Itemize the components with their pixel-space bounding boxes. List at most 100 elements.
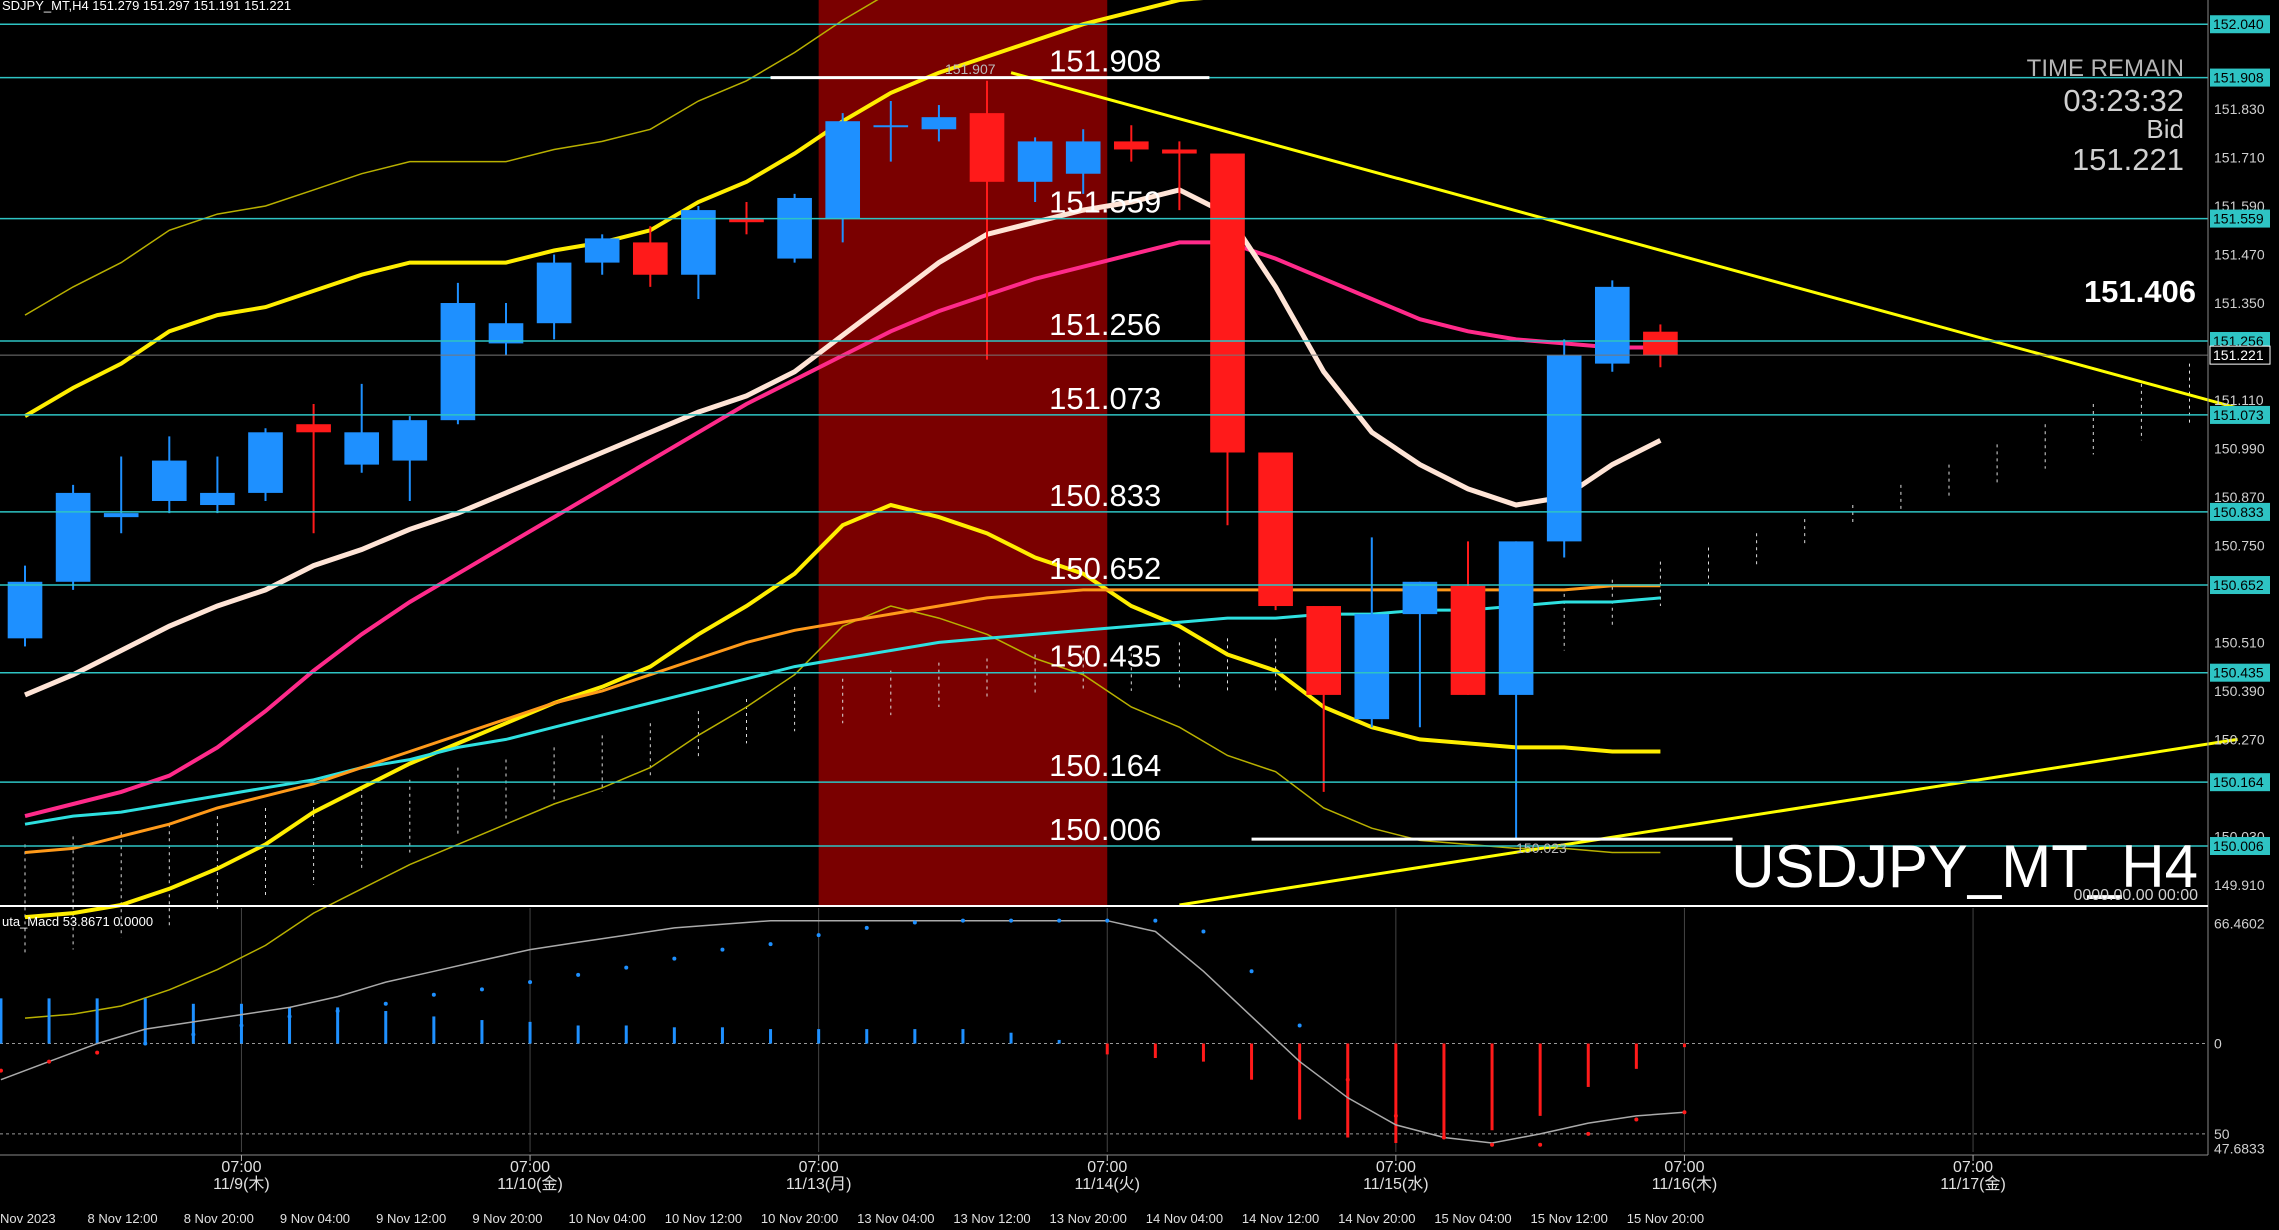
price-tag-bg-8: [2210, 331, 2270, 350]
macd-signal-dot-1: [47, 1059, 52, 1064]
price-tag-bg-16: [2210, 576, 2270, 595]
date-label-0: 11/9(木): [213, 1175, 270, 1193]
candle-body-26: [1258, 452, 1293, 607]
macd-signal-dot-9: [431, 992, 436, 997]
macd-signal-dot-5: [239, 1023, 244, 1028]
macd-signal-dot-13: [624, 965, 629, 970]
macd-signal-dot-31: [1490, 1142, 1495, 1147]
macd-signal-dot-16: [768, 942, 773, 947]
price-tag-16: 150.652: [2213, 577, 2264, 593]
level-label-5: 150.833: [1049, 478, 1161, 513]
current-price-bg: [2209, 345, 2271, 365]
macd-signal-dot-20: [960, 918, 965, 923]
price-tick-24: 149.910: [2214, 877, 2265, 893]
level-label-1: 151.908: [1049, 44, 1161, 79]
price-tick-7: 151.350: [2214, 295, 2265, 311]
session-label-9: 13 Nov 04:00: [857, 1211, 934, 1226]
price-tag-bg-18: [2210, 663, 2270, 682]
time-label-1: 07:00: [510, 1159, 550, 1176]
symbol-header: SDJPY_MT,H4 151.279 151.297 151.191 151.…: [2, 0, 291, 13]
level-label-9: 150.006: [1049, 812, 1161, 847]
candle-body-13: [632, 242, 668, 275]
date-label-5: 11/16(木): [1652, 1175, 1718, 1193]
candle-body-0: [7, 581, 43, 639]
horizontal-levels: 151.908 151.559 151.256 151.073 150.833 150.6…: [0, 23, 2208, 856]
date-label-4: 11/15(水): [1363, 1175, 1429, 1193]
macd-tick_bottom: 47.6833: [2214, 1140, 2265, 1156]
session-label-15: 15 Nov 04:00: [1434, 1211, 1511, 1226]
bollinger-outer-upper: [24, 0, 879, 316]
macd-signal-dot-7: [335, 1009, 340, 1014]
extreme-marker-1: 150.023: [1516, 840, 1567, 856]
price-tag-bg-1: [2210, 68, 2270, 87]
candle-body-6: [296, 424, 331, 433]
level-label-4: 151.073: [1049, 381, 1161, 416]
candle-body-4: [200, 492, 235, 506]
candle-body-28: [1354, 614, 1390, 720]
candle-body-2: [103, 513, 139, 518]
session-label-10: 13 Nov 12:00: [953, 1211, 1030, 1226]
macd-signal-dot-10: [479, 987, 484, 992]
price-tag-bg-5: [2210, 209, 2270, 228]
session-label-17: 15 Nov 20:00: [1627, 1211, 1704, 1226]
level-label-8: 150.164: [1049, 748, 1161, 783]
price-tick-19: 150.390: [2214, 683, 2265, 699]
session-label-16: 15 Nov 12:00: [1531, 1211, 1608, 1226]
macd-signal-dot-15: [720, 947, 725, 952]
big-price: 151.406: [2084, 274, 2196, 309]
macd-signal-dot-18: [864, 925, 869, 930]
ma-orange-line: [24, 584, 1661, 854]
candle-body-9: [440, 303, 476, 421]
time-remain-value: 03:23:32: [2063, 83, 2184, 118]
macd-signal-dot-19: [912, 920, 917, 925]
date-label-1: 11/10(金): [497, 1175, 563, 1193]
candle-body-25: [1210, 153, 1245, 453]
price-tag-0: 152.040: [2213, 16, 2264, 32]
candle-body-16: [777, 197, 812, 259]
candle-series[interactable]: [7, 80, 1678, 840]
macd-signal-dot-2: [95, 1050, 100, 1055]
session-label-4: 9 Nov 12:00: [376, 1211, 446, 1226]
macd-signal-dot-6: [287, 1014, 292, 1019]
price-tag-14: 150.833: [2213, 504, 2264, 520]
candle-body-10: [488, 323, 524, 344]
candle-body-30: [1450, 585, 1486, 695]
macd-signal-dot-22: [1057, 918, 1062, 923]
session-label-6: 10 Nov 04:00: [569, 1211, 646, 1226]
macd-tick_top: 66.4602: [2214, 915, 2265, 931]
date-label-2: 11/13(月): [786, 1176, 852, 1193]
session-highlight: [818, 0, 1108, 905]
macd-signal-dot-24: [1153, 918, 1158, 923]
candle-body-22: [1065, 141, 1101, 174]
candle-body-33: [1594, 286, 1630, 364]
extreme-marker-0: 151.907: [945, 61, 996, 77]
candle-body-23: [1113, 141, 1149, 150]
candle-body-12: [584, 238, 620, 263]
macd-signal-dot-27: [1297, 1023, 1302, 1028]
macd-signal-dot-29: [1393, 1113, 1398, 1118]
candle-body-20: [969, 113, 1005, 182]
macd-signal-dot-28: [1345, 1077, 1350, 1082]
price-tick-20: 150.270: [2214, 731, 2265, 747]
macd-tick_zero: 0: [2214, 1036, 2222, 1052]
macd-signal-dot-25: [1201, 929, 1206, 934]
price-tag-11: 151.073: [2213, 407, 2264, 423]
macd-signal-dot-33: [1586, 1131, 1591, 1136]
level-label-2: 151.559: [1049, 185, 1161, 220]
candle-body-32: [1546, 355, 1582, 542]
session-label-14: 14 Nov 20:00: [1338, 1211, 1415, 1226]
session-label-5: 9 Nov 20:00: [472, 1211, 542, 1226]
time-axis: 07:0011/9(木)07:0011/10(金)07:0011/13(月)07…: [0, 1154, 2208, 1226]
price-tag-23: 150.006: [2213, 838, 2264, 854]
candle-body-18: [873, 125, 909, 128]
session-label-12: 14 Nov 04:00: [1146, 1211, 1223, 1226]
macd-signal-dot-26: [1249, 969, 1254, 974]
session-label-3: 9 Nov 04:00: [280, 1211, 350, 1226]
bid-value: 151.221: [2072, 142, 2184, 177]
price-tick-3: 151.710: [2214, 150, 2265, 166]
price-tag-bg-23: [2210, 837, 2270, 856]
macd-signal-dot-8: [383, 1001, 388, 1006]
candle-body-31: [1498, 541, 1534, 695]
